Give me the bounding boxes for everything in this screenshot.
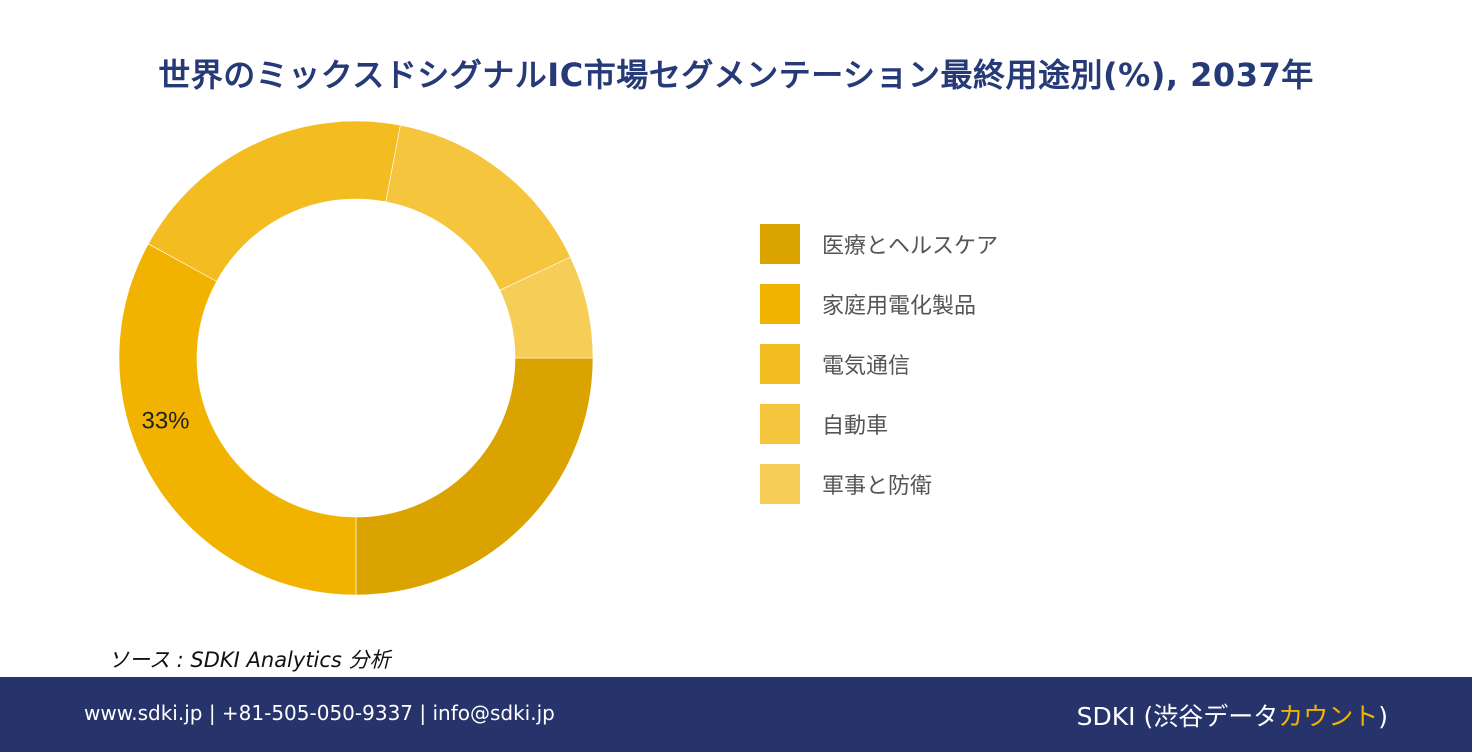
legend-label: 自動車 [822,414,889,439]
donut-slice-4 [385,124,571,291]
source-note: ソース : SDKI Analytics 分析 [108,648,391,672]
legend-swatch [760,464,800,504]
legend-swatch [760,344,800,384]
donut-slice-1 [355,357,594,596]
legend-item: 電気通信 [760,334,998,394]
donut-chart: 33% [118,120,594,596]
legend-item: 軍事と防衛 [760,454,998,514]
donut-slice-3 [147,120,401,282]
legend-label: 医療とヘルスケア [822,234,999,259]
legend-swatch [760,284,800,324]
brand-suffix: ) [1378,702,1388,731]
legend-swatch [760,224,800,264]
legend-item: 自動車 [760,394,998,454]
donut-slice-2 [118,243,357,596]
donut-slice-5 [499,256,594,359]
footer-contact: www.sdki.jp | +81-505-050-9337 | info@sd… [84,701,555,725]
footer-brand: SDKI (渋谷データカウント) [1077,697,1388,733]
legend-swatch [760,404,800,444]
legend-label: 軍事と防衛 [822,474,933,499]
brand-accent: カウント [1278,702,1379,731]
chart-legend: 医療とヘルスケア 家庭用電化製品 電気通信自動車軍事と防衛 [760,214,998,514]
chart-title: 世界のミックスドシグナルIC市場セグメンテーション最終用途別(%), 2037年 [158,56,1314,94]
slice-data-label: 33% [141,407,189,434]
legend-label: 家庭用電化製品 [822,294,977,319]
footer-bar: www.sdki.jp | +81-505-050-9337 | info@sd… [0,677,1472,752]
legend-item: 家庭用電化製品 [760,274,998,334]
brand-name: SDKI (渋谷データ [1076,702,1279,731]
legend-label: 電気通信 [822,354,911,379]
legend-item: 医療とヘルスケア [760,214,998,274]
